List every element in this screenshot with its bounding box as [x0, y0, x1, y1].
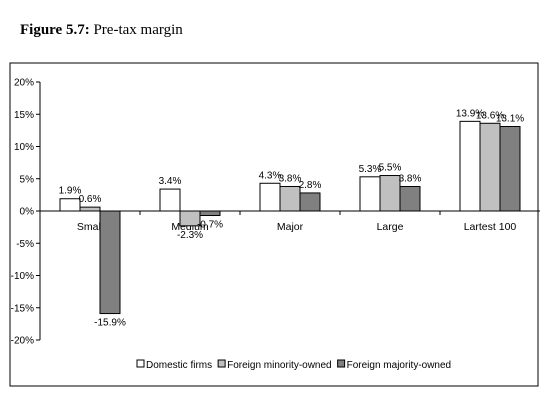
legend: Domestic firms Foreign minority-owned Fore… — [136, 359, 452, 371]
bar — [359, 176, 381, 212]
y-tick-label: -15% — [11, 303, 34, 314]
bar — [379, 175, 401, 212]
category-label: Major — [277, 221, 304, 233]
bar — [199, 210, 221, 217]
bar — [299, 192, 321, 212]
data-label: 3.4% — [159, 176, 182, 187]
bar — [79, 206, 101, 212]
legend-swatch — [217, 359, 226, 368]
data-label: 4.3% — [259, 170, 282, 181]
data-label: 3.8% — [399, 173, 422, 184]
data-label: 13.6% — [476, 110, 504, 121]
data-label: 5.5% — [379, 163, 402, 174]
y-tick-label: -5% — [16, 239, 34, 250]
category-label: Large — [377, 221, 404, 233]
category-label: Lartest 100 — [464, 221, 517, 233]
bar — [99, 210, 121, 315]
figure-caption: Pre-tax margin — [93, 22, 183, 38]
bar — [479, 122, 501, 212]
y-tick-label: 5% — [20, 174, 35, 185]
y-tick-label: -10% — [11, 271, 34, 282]
legend-swatch — [337, 359, 346, 368]
bar — [399, 185, 421, 212]
bars — [59, 120, 521, 315]
data-label: 5.3% — [359, 164, 382, 175]
figure-number: Figure 5.7: — [20, 22, 90, 38]
data-label: 2.8% — [299, 180, 322, 191]
figure-title: Figure 5.7: Pre-tax margin — [20, 22, 183, 39]
y-tick-label: 15% — [14, 110, 34, 121]
data-label: 13.1% — [496, 114, 524, 125]
bar — [59, 198, 81, 212]
y-tick-label: -20% — [11, 336, 34, 347]
category-label: Small — [77, 221, 103, 233]
data-label: 0.6% — [79, 194, 102, 205]
legend-swatch — [136, 359, 145, 368]
data-label: -2.3% — [177, 230, 203, 241]
legend-label: Domestic firms — [146, 360, 212, 371]
bar — [279, 185, 301, 212]
data-label: -0.7% — [197, 220, 223, 231]
bar — [459, 120, 481, 212]
y-tick-label: 20% — [14, 78, 34, 89]
chart-frame — [9, 62, 539, 387]
data-label: -15.9% — [94, 318, 126, 329]
data-label: 13.9% — [456, 108, 484, 119]
bar — [259, 182, 281, 212]
bar — [159, 188, 181, 212]
y-tick-label: 0% — [20, 207, 35, 218]
bar — [499, 126, 521, 212]
legend-label: Foreign majority-owned — [347, 360, 452, 371]
y-tick-label: 10% — [14, 142, 34, 153]
legend-label: Foreign minority-owned — [227, 360, 332, 371]
data-label: 1.9% — [59, 186, 82, 197]
bar — [179, 210, 201, 227]
data-labels: 1.9%0.6%-15.9%3.4%-2.3%-0.7%4.3%3.8%2.8%… — [59, 108, 525, 328]
axes: 20%15%10%5%0%-5%-10%-15%-20%Small Medium M… — [11, 78, 540, 347]
data-label: 3.8% — [279, 173, 302, 184]
